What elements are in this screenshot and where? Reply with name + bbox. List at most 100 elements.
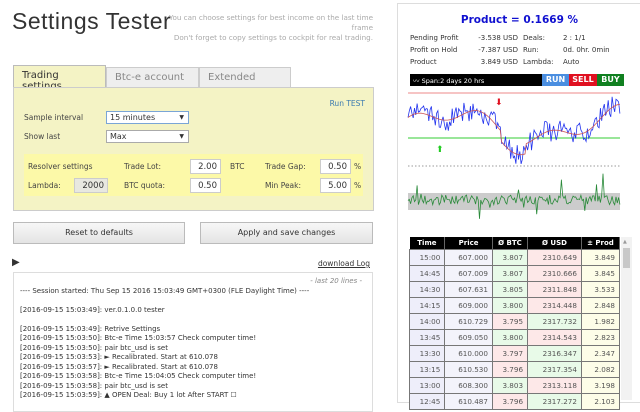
log-lines: ---- Session started: Thu Sep 15 2016 15…: [20, 287, 366, 401]
chart-toolbar: 〰 Span:2 days 20 hrs RUN SELL BUY: [410, 74, 624, 86]
table-cell: 3.795: [491, 312, 529, 330]
stat-cell: Product: [410, 58, 437, 66]
table-row: 14:15 609.000 3.800 2314.448 2.848: [408, 296, 621, 314]
column-header[interactable]: Ø BTC: [492, 237, 529, 249]
min-peak-input[interactable]: 5.00: [320, 178, 351, 193]
table-cell: 2314.448: [527, 296, 582, 314]
table-cell: 2.848: [580, 296, 621, 314]
table-cell: 3.800: [491, 296, 529, 314]
run-button[interactable]: RUN: [542, 74, 569, 86]
table-cell: 13:30: [408, 344, 446, 362]
table-cell: 2316.347: [527, 344, 582, 362]
table-cell: 15:00: [408, 248, 446, 266]
product-title: Product = 0.1669 %: [460, 14, 579, 26]
table-cell: 2.082: [580, 360, 621, 378]
table-cell: 3.807: [491, 264, 529, 282]
lambda-input[interactable]: 2000: [74, 178, 108, 193]
tab-extended[interactable]: Extended: [199, 67, 291, 88]
show-last-select[interactable]: Max ▼: [106, 130, 189, 143]
table-cell: 3.805: [491, 280, 529, 298]
sell-button[interactable]: SELL: [569, 74, 597, 86]
table-cell: 609.000: [444, 296, 493, 314]
table-cell: 3.796: [491, 392, 529, 410]
reset-button[interactable]: Reset to defaults: [13, 222, 185, 244]
hint-line: Don't forget to copy settings to cockpit…: [173, 33, 373, 42]
tab-btce-account[interactable]: Btc-e account: [106, 67, 199, 88]
price-chart: ⬇ ⬆: [407, 92, 621, 219]
trade-gap-input[interactable]: 0.50: [320, 159, 351, 174]
btc-quota-label: BTC quota:: [124, 181, 166, 190]
run-test-link[interactable]: Run TEST: [329, 99, 365, 108]
scroll-thumb[interactable]: [623, 248, 630, 268]
download-log-link[interactable]: download Log: [317, 259, 370, 268]
log-line: [20, 315, 366, 325]
table-cell: 3.797: [491, 344, 529, 362]
stat-cell: -3.538 USD: [478, 34, 518, 42]
log-line: [2016-09-15 15:03:49]: Retrive Settings: [20, 324, 161, 333]
apply-button[interactable]: Apply and save changes: [200, 222, 373, 244]
log-panel: - last 20 lines - ---- Session started: …: [13, 272, 373, 412]
table-cell: 3.849: [580, 248, 621, 266]
hint-line: You can choose settings for best income …: [169, 13, 373, 32]
log-line: [20, 296, 366, 306]
table-cell: 2317.272: [527, 392, 582, 410]
column-header[interactable]: ± Prod: [581, 237, 621, 249]
buy-button[interactable]: BUY: [597, 74, 624, 86]
sample-interval-label: Sample interval: [24, 113, 84, 122]
table-cell: 13:45: [408, 328, 446, 346]
trade-gap-label: Trade Gap:: [265, 162, 306, 171]
table-row: 14:00 610.729 3.795 2317.732 1.982: [408, 312, 621, 330]
table-row: 15:00 607.000 3.807 2310.649 3.849: [408, 248, 621, 266]
table-cell: 14:45: [408, 264, 446, 282]
table-cell: 1.982: [580, 312, 621, 330]
table-cell: 12:45: [408, 392, 446, 410]
resolver-settings: Resolver settings Lambda: 2000 Trade Lot…: [24, 154, 363, 196]
summary-panel: Product = 0.1669 % Pending Profit -3.538 …: [397, 3, 640, 410]
average-series: [407, 103, 620, 156]
select-value: Max: [110, 132, 127, 141]
table-cell: 3.198: [580, 376, 621, 394]
table-row: 13:45 609.050 3.800 2314.543 2.823: [408, 328, 621, 346]
btc-quota-input[interactable]: 0.50: [190, 178, 221, 193]
last-lines-label: - last 20 lines -: [310, 277, 362, 285]
table-row: 13:30 610.000 3.797 2316.347 2.347: [408, 344, 621, 362]
table-row: 13:00 608.300 3.803 2313.118 3.198: [408, 376, 621, 394]
tab-trading-settings[interactable]: Trading settings: [13, 65, 106, 92]
log-line: ---- Session started: Thu Sep 15 2016 15…: [20, 286, 310, 295]
min-peak-label: Min Peak:: [265, 181, 302, 190]
show-last-label: Show last: [24, 132, 61, 141]
lambda-label: Lambda:: [28, 181, 61, 190]
table-cell: 3.803: [491, 376, 529, 394]
sample-interval-select[interactable]: 15 minutes ▼: [106, 111, 189, 124]
stat-cell: Run:: [523, 46, 539, 54]
sell-marker-icon: ⬇: [495, 98, 503, 108]
oscillator-series: [407, 173, 621, 219]
table-scrollbar[interactable]: ▲: [621, 237, 632, 400]
select-value: 15 minutes: [110, 113, 156, 122]
stat-cell: 0d. 0hr. 0min: [563, 46, 610, 54]
trading-settings-panel: Run TEST Sample interval 15 minutes ▼ Sho…: [13, 87, 374, 211]
table-cell: 607.009: [444, 264, 493, 282]
log-line: [2016-09-15 15:03:50]: pair btc_usd is s…: [20, 343, 168, 352]
column-header[interactable]: Price: [444, 237, 493, 249]
table-cell: 2.103: [580, 392, 621, 410]
trade-lot-input[interactable]: 2.00: [190, 159, 221, 174]
table-cell: 14:30: [408, 280, 446, 298]
table-cell: 2311.848: [527, 280, 582, 298]
stat-cell: -7.387 USD: [478, 46, 518, 54]
dropdown-arrow-icon: ▼: [179, 114, 184, 121]
page-title: Settings Tester: [12, 8, 172, 34]
log-line: [2016-09-15 15:03:59]: ▲ OPEN Deal: Buy …: [20, 391, 237, 399]
table-cell: 610.530: [444, 360, 493, 378]
stat-cell: 2 : 1/1: [563, 34, 586, 42]
table-cell: 610.000: [444, 344, 493, 362]
stat-cell: Lambda:: [523, 58, 554, 66]
column-header[interactable]: Ø USD: [527, 237, 582, 249]
expand-log-icon[interactable]: ▶: [12, 257, 20, 268]
span-text: Span:2 days 20 hrs: [421, 77, 485, 85]
column-header[interactable]: Time: [409, 237, 446, 249]
table-row: 13:15 610.530 3.796 2317.354 2.082: [408, 360, 621, 378]
scroll-up-icon[interactable]: ▲: [623, 239, 627, 245]
log-line: [2016-09-15 15:03:53]: ► Recalibrated. S…: [20, 353, 218, 361]
history-table: Time Price Ø BTC Ø USD ± Prod 15:00 607.000 3.8…: [408, 237, 621, 410]
